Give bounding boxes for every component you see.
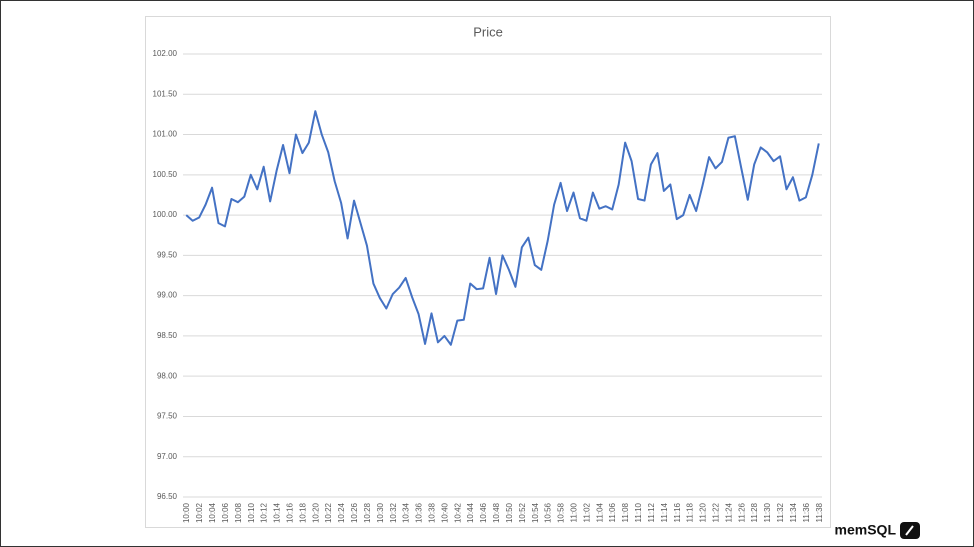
x-tick-label: 11:04 bbox=[595, 502, 604, 522]
x-tick-label: 10:52 bbox=[518, 502, 527, 523]
x-tick-label: 11:00 bbox=[570, 502, 579, 522]
x-tick-label: 10:44 bbox=[466, 502, 475, 523]
x-tick-label: 11:10 bbox=[634, 502, 643, 522]
x-tick-label: 10:40 bbox=[440, 502, 449, 523]
y-tick-label: 99.00 bbox=[157, 291, 178, 300]
x-tick-label: 11:32 bbox=[776, 502, 785, 522]
x-tick-label: 11:26 bbox=[737, 502, 746, 522]
y-tick-label: 102.00 bbox=[153, 49, 178, 58]
x-tick-label: 10:00 bbox=[182, 502, 191, 523]
x-tick-label: 11:18 bbox=[686, 502, 695, 522]
y-tick-label: 98.00 bbox=[157, 371, 178, 380]
x-tick-label: 10:32 bbox=[389, 502, 398, 523]
y-tick-label: 97.50 bbox=[157, 412, 178, 421]
x-tick-label: 11:12 bbox=[647, 502, 656, 522]
y-tick-label: 101.00 bbox=[153, 130, 178, 139]
x-tick-label: 10:58 bbox=[557, 502, 566, 523]
y-tick-label: 100.00 bbox=[153, 210, 178, 219]
y-tick-label: 100.50 bbox=[153, 170, 178, 179]
y-tick-label: 101.50 bbox=[153, 89, 178, 98]
x-tick-label: 10:56 bbox=[544, 502, 553, 523]
x-tick-label: 11:02 bbox=[582, 502, 591, 522]
y-tick-label: 97.00 bbox=[157, 452, 178, 461]
x-tick-label: 10:42 bbox=[453, 502, 462, 523]
logo-text: memSQL bbox=[835, 522, 897, 538]
x-tick-label: 11:38 bbox=[815, 502, 824, 522]
x-tick-label: 10:06 bbox=[221, 502, 230, 523]
chart-title: Price bbox=[473, 24, 503, 39]
x-tick-label: 11:08 bbox=[621, 502, 630, 522]
y-tick-label: 96.50 bbox=[157, 492, 178, 501]
x-tick-label: 10:34 bbox=[402, 502, 411, 523]
x-tick-label: 10:22 bbox=[324, 502, 333, 523]
price-line bbox=[185, 110, 820, 346]
x-tick-label: 11:30 bbox=[763, 502, 772, 522]
x-tick-label: 10:14 bbox=[273, 502, 282, 523]
x-tick-label: 10:04 bbox=[208, 502, 217, 523]
x-tick-label: 10:50 bbox=[505, 502, 514, 523]
chart-frame bbox=[145, 16, 831, 528]
x-tick-label: 10:08 bbox=[234, 502, 243, 523]
x-tick-label: 11:34 bbox=[789, 502, 798, 522]
x-tick-label: 10:10 bbox=[247, 502, 256, 523]
x-tick-label: 10:26 bbox=[350, 502, 359, 523]
x-tick-label: 11:28 bbox=[750, 502, 759, 522]
x-tick-label: 10:18 bbox=[298, 502, 307, 523]
x-tick-label: 11:16 bbox=[673, 502, 682, 522]
x-tick-label: 10:24 bbox=[337, 502, 346, 523]
x-tick-label: 11:14 bbox=[660, 502, 669, 522]
x-tick-label: 10:54 bbox=[531, 502, 540, 523]
logo-icon bbox=[900, 522, 920, 539]
x-tick-label: 11:24 bbox=[724, 502, 733, 522]
y-tick-label: 98.50 bbox=[157, 331, 178, 340]
x-tick-label: 11:20 bbox=[699, 502, 708, 522]
x-tick-label: 10:48 bbox=[492, 502, 501, 523]
x-tick-label: 11:06 bbox=[608, 502, 617, 522]
x-tick-label: 10:12 bbox=[260, 502, 269, 523]
x-tick-label: 10:02 bbox=[195, 502, 204, 523]
x-tick-label: 11:22 bbox=[712, 502, 721, 522]
x-tick-label: 11:36 bbox=[802, 502, 811, 522]
x-tick-label: 10:16 bbox=[286, 502, 295, 523]
x-tick-label: 10:46 bbox=[479, 502, 488, 523]
plot-area: 96.50 97.00 97.50 98.00 98.50 99.00 99.50 100.0… bbox=[153, 49, 824, 523]
x-tick-label: 10:36 bbox=[415, 502, 424, 523]
x-tick-label: 10:30 bbox=[376, 502, 385, 523]
y-tick-label: 99.50 bbox=[157, 250, 178, 259]
x-tick-label: 10:38 bbox=[428, 502, 437, 523]
x-tick-label: 10:28 bbox=[363, 502, 372, 523]
x-tick-label: 10:20 bbox=[311, 502, 320, 523]
